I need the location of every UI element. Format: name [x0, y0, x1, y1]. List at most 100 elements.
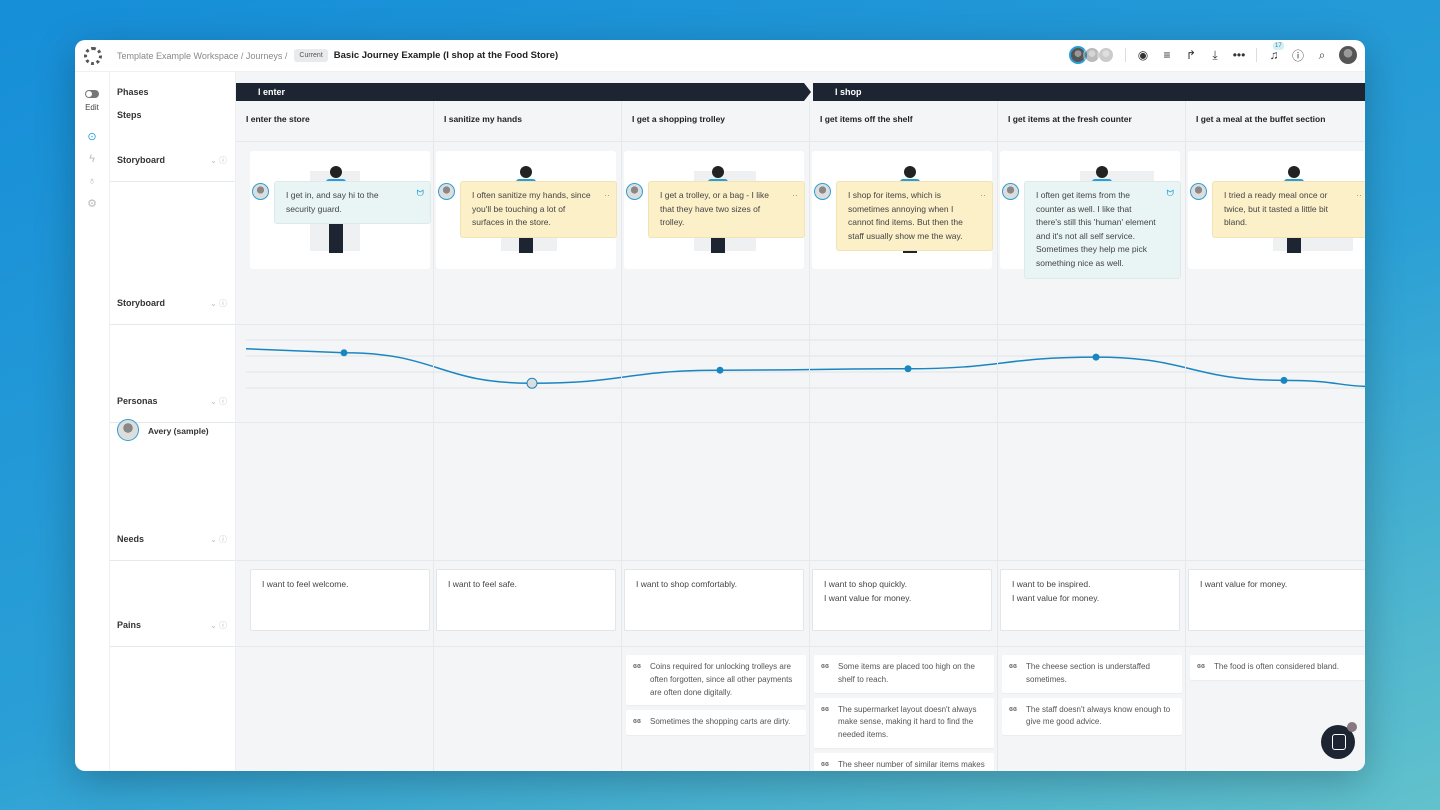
- persona-quote-card[interactable]: I often sanitize my hands, since you'll …: [460, 181, 617, 238]
- step-header[interactable]: I get a shopping trolley: [622, 101, 809, 142]
- step-column: I sanitize my hands I often sanitize my …: [433, 101, 621, 771]
- pain-card[interactable]: ɞɞ Sometimes the shopping carts are dirty…: [626, 710, 806, 736]
- happy-face-icon: ᗢ: [1166, 188, 1174, 198]
- phase-i-enter[interactable]: I enter: [236, 83, 811, 101]
- pain-text: Some items are placed too high on the sh…: [838, 662, 975, 684]
- row-controls[interactable]: ⌄ ⓘ: [210, 535, 227, 544]
- needs-label: Needs: [117, 534, 145, 544]
- collaborator-avatars[interactable]: [1069, 46, 1115, 64]
- persona-avatar[interactable]: [438, 183, 455, 200]
- emotion-row-label: Storyboard: [117, 298, 166, 308]
- avatar[interactable]: [1097, 46, 1115, 64]
- persona-name[interactable]: Avery (sample): [148, 426, 209, 436]
- row-controls[interactable]: ⌄ ⓘ: [210, 621, 227, 630]
- need-text: I want value for money.: [824, 592, 912, 603]
- pain-card[interactable]: ɞɞ The sheer number of similar items make…: [814, 752, 994, 771]
- needs-card[interactable]: I want to be inspired. I want value for m…: [1000, 569, 1180, 631]
- persona-avatar[interactable]: [626, 183, 643, 200]
- needs-card[interactable]: I want to shop quickly. I want value for …: [812, 569, 992, 631]
- pin-icon[interactable]: ⊙: [87, 131, 97, 143]
- eye-icon[interactable]: ◉: [1137, 48, 1149, 62]
- neutral-face-icon: ‥: [979, 188, 986, 198]
- pain-card[interactable]: ɞɞ The staff doesn't always know enough t…: [1002, 697, 1182, 736]
- search-icon[interactable]: ⌕: [1318, 47, 1326, 62]
- pain-text: The sheer number of similar items makes …: [838, 759, 985, 769]
- pain-icon: ɞɞ: [821, 663, 829, 670]
- breadcrumb[interactable]: Template Example Workspace / Journeys /: [117, 50, 288, 61]
- help-icon[interactable]: ⓘ: [1291, 48, 1304, 63]
- pains-label: Pains: [117, 620, 142, 630]
- logo-icon[interactable]: [84, 46, 102, 65]
- pain-card[interactable]: ɞɞ Some items are placed too high on the …: [814, 655, 994, 693]
- persona-quote-text: I get in, and say hi to the security gua…: [286, 190, 379, 214]
- top-bar: Template Example Workspace / Journeys / …: [75, 40, 1365, 72]
- emotion-point[interactable]: [716, 366, 724, 374]
- gear-icon[interactable]: ⚙: [87, 198, 97, 210]
- needs-card[interactable]: I want to shop comfortably.: [624, 569, 804, 631]
- step-column: I get a meal at the buffet section I tri…: [1185, 101, 1365, 771]
- pain-card[interactable]: ɞɞ The supermarket layout doesn't always …: [814, 697, 994, 748]
- emotion-point[interactable]: [1280, 376, 1288, 384]
- pains-list: ɞɞ The food is often considered bland.: [1190, 655, 1365, 685]
- pain-card[interactable]: ɞɞ The cheese section is understaffed som…: [1002, 655, 1182, 693]
- pain-card[interactable]: ɞɞ The food is often considered bland.: [1190, 655, 1365, 680]
- download-icon[interactable]: ⤓: [1212, 47, 1218, 62]
- pain-icon: ɞɞ: [821, 705, 829, 713]
- persona-quote-card[interactable]: I tried a ready meal once or twice, but …: [1212, 181, 1365, 238]
- emotion-point[interactable]: [340, 349, 348, 357]
- page-title[interactable]: Basic Journey Example (I shop at the Foo…: [333, 50, 559, 61]
- user-avatar[interactable]: [1339, 46, 1357, 64]
- lightbulb-icon[interactable]: ♁: [87, 175, 97, 187]
- emotion-point[interactable]: [1092, 353, 1100, 361]
- share-icon[interactable]: ↱: [1185, 48, 1197, 62]
- persona-quote-card[interactable]: I often get items from the counter as we…: [1024, 181, 1181, 279]
- persona-avatar[interactable]: [814, 183, 831, 200]
- step-header[interactable]: I enter the store: [236, 101, 433, 142]
- more-icon[interactable]: •••: [1232, 48, 1246, 62]
- persona-quote-text: I get a trolley, or a bag - I like that …: [660, 190, 769, 228]
- pain-icon: ɞɞ: [1009, 705, 1017, 713]
- storyboard-label: Storyboard: [117, 155, 166, 165]
- pains-list: ɞɞ Coins required for unlocking trolleys …: [626, 655, 806, 740]
- step-column: I get items at the fresh counter I often…: [997, 101, 1185, 771]
- chat-notification-dot: [1347, 722, 1357, 732]
- personas-label: Personas: [117, 396, 158, 406]
- persona-avatar[interactable]: [1190, 183, 1207, 200]
- needs-card[interactable]: I want to feel welcome.: [250, 569, 430, 631]
- row-controls[interactable]: ⌄ ⓘ: [210, 156, 227, 165]
- needs-card[interactable]: I want to feel safe.: [436, 569, 616, 631]
- neutral-face-icon: ‥: [603, 188, 610, 198]
- pain-card[interactable]: ɞɞ Coins required for unlocking trolleys …: [626, 655, 806, 706]
- left-rail: Edit ⊙ ϟ ♁ ⚙: [75, 72, 110, 771]
- persona-quote-text: I often sanitize my hands, since you'll …: [472, 190, 591, 228]
- emotion-point[interactable]: [526, 377, 538, 389]
- persona-quote-card[interactable]: I get in, and say hi to the security gua…: [274, 181, 431, 225]
- pain-text: The food is often considered bland.: [1214, 662, 1339, 671]
- filter-icon[interactable]: ≡: [1163, 48, 1171, 62]
- persona-avatar[interactable]: [252, 183, 269, 200]
- steps-label[interactable]: Steps: [117, 110, 142, 120]
- persona-avatar[interactable]: [117, 419, 139, 441]
- persona-quote-card[interactable]: I shop for items, which is sometimes ann…: [836, 181, 993, 252]
- emotion-point[interactable]: [904, 365, 912, 373]
- step-header[interactable]: I get items off the shelf: [810, 101, 997, 142]
- step-column: I get items off the shelf I shop for ite…: [809, 101, 997, 771]
- needs-card[interactable]: I want value for money.: [1188, 569, 1365, 631]
- neutral-face-icon: ‥: [791, 188, 798, 198]
- edit-toggle[interactable]: [85, 90, 99, 98]
- persona-quote-card[interactable]: I get a trolley, or a bag - I like that …: [648, 181, 805, 238]
- chat-button[interactable]: [1321, 722, 1357, 759]
- persona-avatar[interactable]: [1002, 183, 1019, 200]
- phase-i-shop[interactable]: I shop: [813, 83, 1365, 101]
- neutral-face-icon: ‥: [1355, 188, 1362, 198]
- step-header[interactable]: I sanitize my hands: [434, 101, 621, 142]
- row-controls[interactable]: ⌄ ⓘ: [210, 397, 227, 406]
- need-text: I want to feel welcome.: [262, 579, 349, 589]
- step-header[interactable]: I get items at the fresh counter: [998, 101, 1185, 142]
- phases-label[interactable]: Phases: [117, 87, 149, 97]
- pain-text: The cheese section is understaffed somet…: [1026, 662, 1150, 684]
- row-controls[interactable]: ⌄ ⓘ: [210, 299, 227, 308]
- bell-icon[interactable]: ♫ 17: [1269, 42, 1284, 62]
- step-header[interactable]: I get a meal at the buffet section: [1186, 101, 1365, 142]
- bolt-icon[interactable]: ϟ: [89, 153, 95, 165]
